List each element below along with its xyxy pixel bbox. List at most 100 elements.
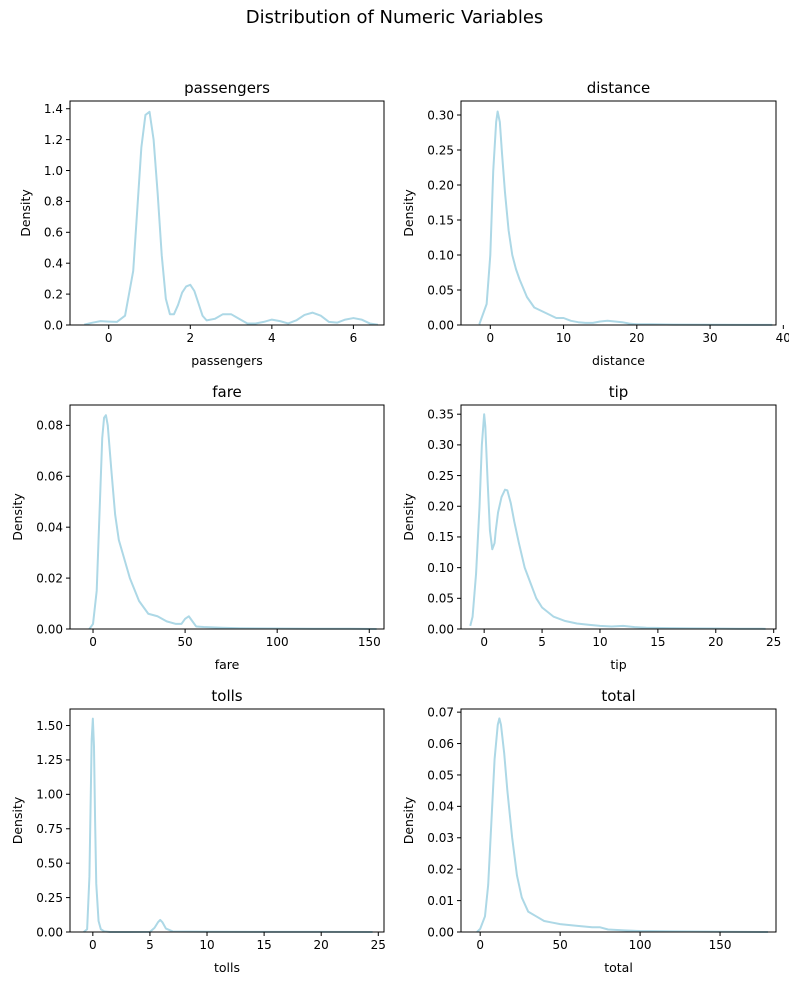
x-tick-label: 25 bbox=[766, 635, 781, 649]
y-tick-label: 0.25 bbox=[36, 891, 63, 905]
data-point bbox=[177, 304, 179, 306]
data-point bbox=[497, 724, 499, 726]
data-point bbox=[576, 622, 578, 624]
data-point bbox=[622, 625, 624, 627]
y-axis-label: Density bbox=[10, 796, 25, 844]
data-point bbox=[165, 298, 167, 300]
data-point bbox=[97, 920, 99, 922]
y-tick-label: 0.02 bbox=[36, 571, 63, 585]
data-point bbox=[201, 315, 203, 317]
data-point bbox=[485, 303, 487, 305]
x-tick-label: 100 bbox=[266, 635, 289, 649]
data-point bbox=[132, 270, 134, 272]
data-point bbox=[180, 623, 182, 625]
data-point bbox=[161, 921, 163, 923]
data-point bbox=[89, 807, 91, 809]
y-tick-label: 0.75 bbox=[36, 822, 63, 836]
data-point bbox=[99, 320, 101, 322]
data-point bbox=[147, 613, 149, 615]
data-point bbox=[493, 758, 495, 760]
data-point bbox=[555, 317, 557, 319]
data-point bbox=[114, 513, 116, 515]
data-point bbox=[498, 717, 500, 719]
data-point bbox=[481, 444, 483, 446]
x-axis-label: fare bbox=[215, 657, 240, 672]
y-tick-label: 1.0 bbox=[44, 164, 63, 178]
data-point bbox=[551, 921, 553, 923]
y-tick-label: 0.04 bbox=[36, 520, 63, 534]
data-point bbox=[607, 928, 609, 930]
data-point bbox=[484, 425, 486, 427]
data-point bbox=[628, 322, 630, 324]
data-point bbox=[559, 923, 561, 925]
data-point bbox=[165, 620, 167, 622]
data-point bbox=[352, 317, 354, 319]
data-point bbox=[591, 926, 593, 928]
x-tick-label: 5 bbox=[146, 938, 154, 952]
data-point bbox=[479, 928, 481, 930]
x-tick-label: 20 bbox=[629, 331, 644, 345]
subplot-title: total bbox=[601, 687, 635, 705]
data-point bbox=[575, 925, 577, 927]
y-tick-label: 0.04 bbox=[427, 800, 454, 814]
subplot-fare: 0 50 100 150 0.00 0.02 0.04 0.06 0.08 fare fare Den… bbox=[10, 383, 385, 672]
subplot-title: distance bbox=[587, 79, 651, 97]
data-point bbox=[181, 291, 183, 293]
density-line-distance bbox=[478, 110, 773, 326]
data-point bbox=[254, 322, 256, 324]
y-axis-label: Density bbox=[401, 189, 416, 237]
y-tick-label: 0.00 bbox=[427, 622, 454, 636]
data-point bbox=[157, 921, 159, 923]
data-point bbox=[188, 615, 190, 617]
subplot-title: tolls bbox=[211, 687, 242, 705]
data-point bbox=[577, 321, 579, 323]
data-point bbox=[95, 883, 97, 885]
data-point bbox=[614, 320, 616, 322]
data-point bbox=[92, 717, 94, 719]
axes-frame bbox=[460, 708, 777, 933]
data-point bbox=[271, 318, 273, 320]
x-axis-label: total bbox=[604, 960, 633, 975]
data-point bbox=[515, 268, 517, 270]
data-point bbox=[295, 319, 297, 321]
y-tick-label: 0.30 bbox=[427, 108, 454, 122]
data-point bbox=[469, 625, 471, 627]
y-axis-label: Density bbox=[401, 796, 416, 844]
data-point bbox=[490, 821, 492, 823]
data-point bbox=[599, 320, 601, 322]
y-tick-label: 0.35 bbox=[427, 408, 454, 422]
data-point bbox=[471, 616, 473, 618]
data-point bbox=[92, 623, 94, 625]
data-point bbox=[320, 315, 322, 317]
data-point bbox=[587, 624, 589, 626]
data-point bbox=[91, 321, 93, 323]
data-point bbox=[501, 152, 503, 154]
x-tick-label: 10 bbox=[592, 635, 607, 649]
x-tick-label: 0 bbox=[480, 635, 488, 649]
y-tick-label: 0.4 bbox=[44, 257, 63, 271]
data-point bbox=[507, 229, 509, 231]
data-point bbox=[518, 278, 520, 280]
data-point bbox=[634, 626, 636, 628]
data-point bbox=[100, 928, 102, 930]
data-point bbox=[584, 322, 586, 324]
y-tick-label: 0.10 bbox=[427, 248, 454, 262]
data-point bbox=[606, 320, 608, 322]
data-point bbox=[478, 505, 480, 507]
data-point bbox=[103, 417, 105, 419]
data-point bbox=[523, 566, 525, 568]
y-tick-label: 0.00 bbox=[36, 925, 63, 939]
y-tick-label: 1.4 bbox=[44, 102, 63, 116]
data-point bbox=[197, 302, 199, 304]
y-tick-label: 0.30 bbox=[427, 438, 454, 452]
subplot-tip: 0 5 10 15 20 25 0.00 0.05 0.10 0.15 0.20 0.25 0.30 0.… bbox=[401, 383, 781, 672]
axes-frame bbox=[69, 708, 385, 933]
y-tick-label: 0.6 bbox=[44, 226, 63, 240]
density-line-total bbox=[476, 717, 769, 933]
data-point bbox=[140, 146, 142, 148]
data-point bbox=[489, 530, 491, 532]
data-point bbox=[238, 318, 240, 320]
y-tick-label: 0.05 bbox=[427, 283, 454, 297]
x-axis-label: passengers bbox=[191, 353, 263, 368]
data-point bbox=[500, 724, 502, 726]
